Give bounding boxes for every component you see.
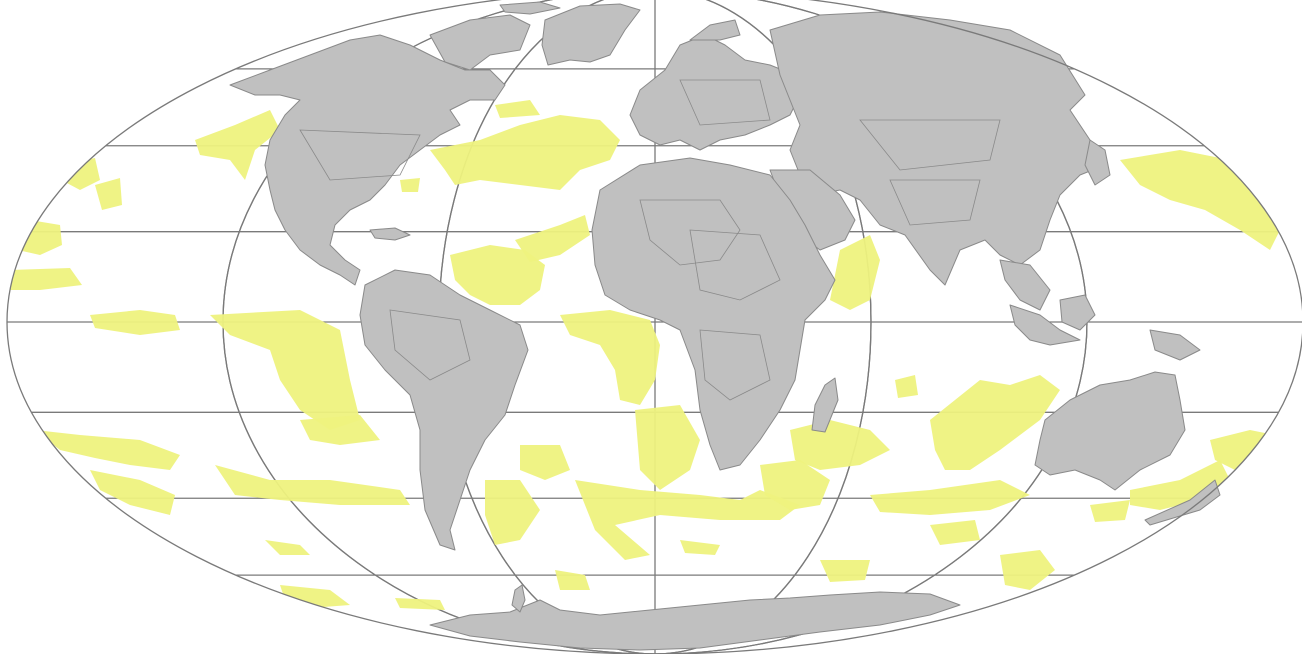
hotspot-south-atlantic-2 [635, 405, 700, 490]
africa [591, 157, 836, 471]
hotspot-south-atlantic-6 [680, 540, 720, 555]
hotspot-indian-east [930, 375, 1060, 470]
hotspot-north-atlantic [430, 115, 620, 190]
hotspot-southern-ocean-2 [1090, 500, 1130, 522]
country-borders [299, 79, 1001, 401]
hotspot-tropical-atlantic-west [450, 245, 545, 305]
hotspot-indian-south-3 [820, 560, 870, 582]
hotspot-equatorial-atlantic [560, 310, 660, 405]
hotspot-pacific-west-2 [62, 158, 100, 190]
hotspot-indian-south-2 [930, 520, 980, 545]
hotspot-south-pacific-6 [395, 598, 445, 610]
arctic-islands [429, 14, 531, 71]
map-outline [6, 0, 1302, 654]
hotspot-southern-ocean-east [1000, 550, 1055, 590]
antarctic-peninsula [511, 584, 526, 613]
hotspot-south-atlantic-5 [555, 570, 590, 590]
hotspot-indian-small [895, 375, 918, 398]
hotspot-south-atlantic-1 [520, 445, 570, 480]
hotspot-south-atlantic-4 [575, 480, 800, 560]
borneo [1059, 294, 1096, 331]
hotspot-north-atlantic-2 [495, 100, 540, 118]
hotspot-tasman [1130, 460, 1230, 510]
hotspot-indian-south [760, 460, 830, 510]
landmasses [229, 1, 1221, 651]
hotspot-east-pacific-2 [300, 415, 380, 445]
north-america [229, 34, 506, 286]
antarctica [429, 591, 961, 651]
madagascar [811, 377, 839, 433]
greenland [541, 3, 641, 66]
hotspot-east-pacific [210, 310, 360, 430]
hotspot-south-pacific-4 [265, 540, 310, 555]
hotspot-indian-west [830, 235, 880, 310]
hotspot-south-atlantic-3 [485, 480, 540, 545]
new-zealand [1144, 479, 1221, 526]
australia [1034, 371, 1186, 491]
hotspot-equatorial-pacific [90, 310, 180, 335]
hotspot-south-pacific-3 [215, 465, 410, 505]
hotspot-north-atlantic-3 [400, 178, 420, 192]
hotspot-pacific-west-3 [95, 178, 122, 210]
hotspot-south-pacific-2 [90, 470, 175, 515]
arctic-islands-2 [499, 1, 561, 15]
hotspot-north-pacific-west [12, 220, 62, 255]
indonesia [1009, 304, 1081, 346]
hotspot-tropical-atlantic-mid [515, 215, 590, 262]
southeast-asia [999, 259, 1051, 311]
scandinavia [689, 19, 741, 41]
new-guinea [1149, 329, 1201, 361]
hotspot-north-pacific-east [1120, 150, 1280, 250]
hotspot-indian-southeast [870, 480, 1030, 515]
hotspot-pacific-west-4 [10, 268, 82, 290]
caribbean-islands [369, 227, 411, 241]
hotspot-ne-pacific [195, 110, 280, 180]
graticule-outline [6, 0, 1302, 654]
hotspot-indian-mid [790, 420, 890, 470]
south-america [359, 269, 529, 551]
japan [1084, 139, 1111, 186]
hotspot-south-pacific-1 [35, 430, 180, 470]
